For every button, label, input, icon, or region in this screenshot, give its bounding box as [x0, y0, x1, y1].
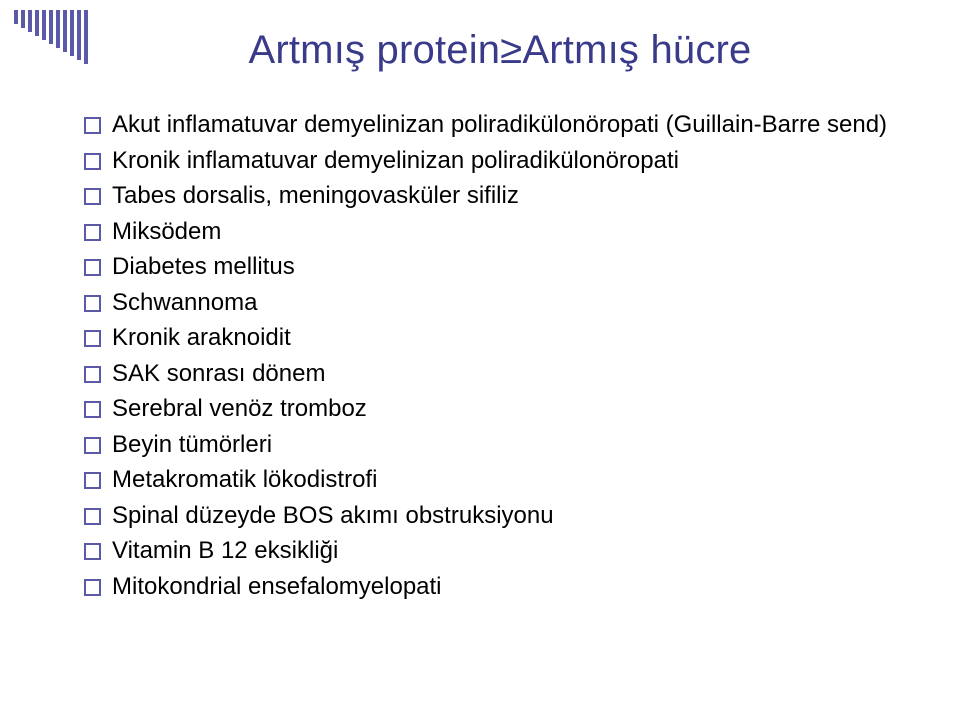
barcode-bar: [14, 10, 18, 24]
barcode-bar: [49, 10, 53, 44]
list-item: Vitamin B 12 eksikliği: [82, 533, 920, 569]
barcode-decoration: [14, 10, 88, 64]
list-item: Tabes dorsalis, meningovasküler sifiliz: [82, 178, 920, 214]
barcode-bar: [42, 10, 46, 40]
list-item: Beyin tümörleri: [82, 427, 920, 463]
barcode-bar: [77, 10, 81, 60]
barcode-bar: [84, 10, 88, 64]
barcode-bar: [70, 10, 74, 56]
bullet-list: Akut inflamatuvar demyelinizan poliradik…: [82, 107, 920, 604]
list-item: Kronik araknoidit: [82, 320, 920, 356]
barcode-bar: [63, 10, 67, 52]
slide-title: Artmış protein≥Artmış hücre: [80, 28, 920, 73]
list-item: Serebral venöz tromboz: [82, 391, 920, 427]
list-item: Mitokondrial ensefalomyelopati: [82, 569, 920, 605]
list-item: Schwannoma: [82, 285, 920, 321]
list-item: Kronik inflamatuvar demyelinizan polirad…: [82, 143, 920, 179]
slide-container: Artmış protein≥Artmış hücre Akut inflama…: [0, 0, 960, 720]
barcode-bar: [56, 10, 60, 48]
list-item: Spinal düzeyde BOS akımı obstruksiyonu: [82, 498, 920, 534]
list-item: SAK sonrası dönem: [82, 356, 920, 392]
barcode-bar: [35, 10, 39, 36]
barcode-bar: [21, 10, 25, 28]
list-item: Metakromatik lökodistrofi: [82, 462, 920, 498]
list-item: Diabetes mellitus: [82, 249, 920, 285]
barcode-bar: [28, 10, 32, 32]
list-item: Akut inflamatuvar demyelinizan poliradik…: [82, 107, 920, 143]
list-item: Miksödem: [82, 214, 920, 250]
